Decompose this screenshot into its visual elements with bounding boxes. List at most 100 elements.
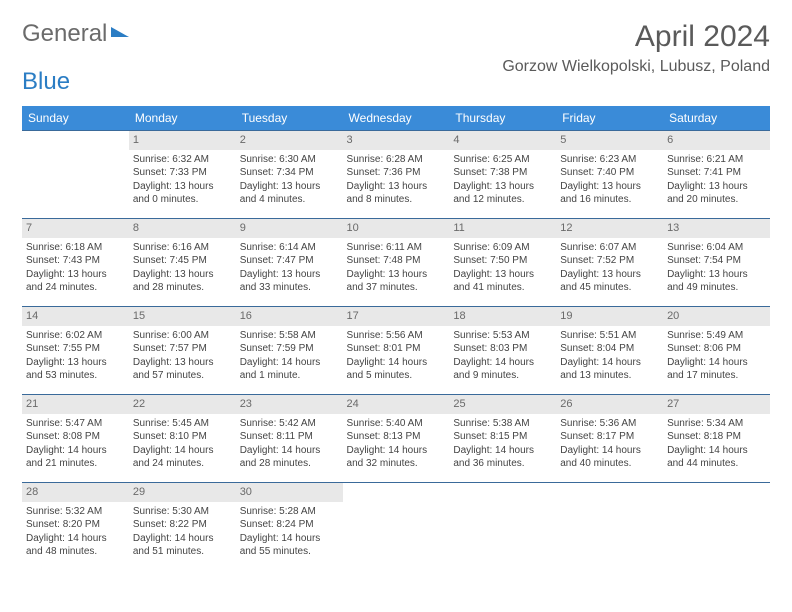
day-number: 20 [663, 307, 770, 326]
calendar-cell: 1Sunrise: 6:32 AMSunset: 7:33 PMDaylight… [129, 131, 236, 219]
calendar-cell: 4Sunrise: 6:25 AMSunset: 7:38 PMDaylight… [449, 131, 556, 219]
sunrise-text: Sunrise: 5:34 AM [667, 417, 766, 431]
sunset-text: Sunset: 7:59 PM [240, 342, 339, 356]
sunrise-text: Sunrise: 6:14 AM [240, 241, 339, 255]
daylight2-text: and 1 minute. [240, 369, 339, 383]
daylight2-text: and 32 minutes. [347, 457, 446, 471]
calendar-week-row: 28Sunrise: 5:32 AMSunset: 8:20 PMDayligh… [22, 483, 770, 571]
sunrise-text: Sunrise: 5:47 AM [26, 417, 125, 431]
sunrise-text: Sunrise: 6:00 AM [133, 329, 232, 343]
sunset-text: Sunset: 8:24 PM [240, 518, 339, 532]
calendar-cell: 3Sunrise: 6:28 AMSunset: 7:36 PMDaylight… [343, 131, 450, 219]
day-number: 28 [22, 483, 129, 502]
calendar-cell [556, 483, 663, 571]
daylight1-text: Daylight: 14 hours [667, 444, 766, 458]
sunset-text: Sunset: 8:01 PM [347, 342, 446, 356]
daylight2-text: and 48 minutes. [26, 545, 125, 559]
day-number: 16 [236, 307, 343, 326]
daylight1-text: Daylight: 13 hours [560, 180, 659, 194]
calendar-cell: 5 Sunrise: 6:23 AMSunset: 7:40 PMDaylight… [556, 131, 663, 219]
daylight2-text: and 24 minutes. [26, 281, 125, 295]
calendar-week-row: 21Sunrise: 5:47 AMSunset: 8:08 PMDayligh… [22, 395, 770, 483]
sunset-text: Sunset: 7:34 PM [240, 166, 339, 180]
daylight1-text: Daylight: 13 hours [133, 180, 232, 194]
location: Gorzow Wielkopolski, Lubusz, Poland [502, 58, 770, 76]
sunrise-text: Sunrise: 5:38 AM [453, 417, 552, 431]
sunrise-text: Sunrise: 5:42 AM [240, 417, 339, 431]
daylight2-text: and 40 minutes. [560, 457, 659, 471]
day-number: 13 [663, 219, 770, 238]
daylight1-text: Daylight: 14 hours [240, 532, 339, 546]
calendar-cell: 7Sunrise: 6:18 AMSunset: 7:43 PMDaylight… [22, 219, 129, 307]
sunset-text: Sunset: 7:57 PM [133, 342, 232, 356]
calendar-cell [22, 131, 129, 219]
weekday-header: Friday [556, 106, 663, 131]
daylight2-text: and 28 minutes. [240, 457, 339, 471]
daylight1-text: Daylight: 14 hours [240, 356, 339, 370]
calendar-cell: 23Sunrise: 5:42 AMSunset: 8:11 PMDayligh… [236, 395, 343, 483]
daylight1-text: Daylight: 14 hours [26, 444, 125, 458]
daylight2-text: and 4 minutes. [240, 193, 339, 207]
day-number: 14 [22, 307, 129, 326]
weekday-header: Saturday [663, 106, 770, 131]
sunrise-text: Sunrise: 6:25 AM [453, 153, 552, 167]
daylight2-text: and 49 minutes. [667, 281, 766, 295]
sunrise-text: Sunrise: 5:51 AM [560, 329, 659, 343]
daylight2-text: and 36 minutes. [453, 457, 552, 471]
sunrise-text: Sunrise: 6:28 AM [347, 153, 446, 167]
day-number: 24 [343, 395, 450, 414]
daylight1-text: Daylight: 14 hours [26, 532, 125, 546]
day-number: 17 [343, 307, 450, 326]
sunset-text: Sunset: 7:40 PM [560, 166, 659, 180]
daylight1-text: Daylight: 14 hours [133, 532, 232, 546]
calendar-cell: 29Sunrise: 5:30 AMSunset: 8:22 PMDayligh… [129, 483, 236, 571]
sunrise-text: Sunrise: 6:16 AM [133, 241, 232, 255]
daylight2-text: and 51 minutes. [133, 545, 232, 559]
sunset-text: Sunset: 7:48 PM [347, 254, 446, 268]
daylight1-text: Daylight: 14 hours [133, 444, 232, 458]
sunset-text: Sunset: 8:20 PM [26, 518, 125, 532]
calendar-cell: 19Sunrise: 5:51 AMSunset: 8:04 PMDayligh… [556, 307, 663, 395]
sunrise-text: Sunrise: 5:40 AM [347, 417, 446, 431]
sunset-text: Sunset: 8:17 PM [560, 430, 659, 444]
day-number: 30 [236, 483, 343, 502]
day-number: 11 [449, 219, 556, 238]
calendar-cell: 18Sunrise: 5:53 AMSunset: 8:03 PMDayligh… [449, 307, 556, 395]
weekday-header: Sunday [22, 106, 129, 131]
month-title: April 2024 [502, 20, 770, 54]
sunrise-text: Sunrise: 5:28 AM [240, 505, 339, 519]
daylight2-text: and 57 minutes. [133, 369, 232, 383]
daylight1-text: Daylight: 13 hours [347, 268, 446, 282]
daylight1-text: Daylight: 13 hours [133, 268, 232, 282]
calendar-cell [449, 483, 556, 571]
daylight1-text: Daylight: 13 hours [667, 180, 766, 194]
day-number: 12 [556, 219, 663, 238]
day-number: 8 [129, 219, 236, 238]
sunrise-text: Sunrise: 6:32 AM [133, 153, 232, 167]
daylight2-text: and 33 minutes. [240, 281, 339, 295]
calendar-cell: 10 Sunrise: 6:11 AMSunset: 7:48 PMDayligh… [343, 219, 450, 307]
sunrise-text: Sunrise: 5:56 AM [347, 329, 446, 343]
sunrise-text: Sunrise: 6:11 AM [347, 241, 446, 255]
day-number: 2 [236, 131, 343, 150]
calendar-cell: 24Sunrise: 5:40 AMSunset: 8:13 PMDayligh… [343, 395, 450, 483]
sunrise-text: Sunrise: 5:30 AM [133, 505, 232, 519]
daylight2-text: and 8 minutes. [347, 193, 446, 207]
sunset-text: Sunset: 8:11 PM [240, 430, 339, 444]
sunset-text: Sunset: 8:18 PM [667, 430, 766, 444]
sunset-text: Sunset: 7:50 PM [453, 254, 552, 268]
day-number: 18 [449, 307, 556, 326]
sunrise-text: Sunrise: 6:23 AM [560, 153, 659, 167]
daylight1-text: Daylight: 14 hours [667, 356, 766, 370]
day-number: 1 [129, 131, 236, 150]
sunset-text: Sunset: 8:04 PM [560, 342, 659, 356]
day-number: 26 [556, 395, 663, 414]
day-number: 10 [343, 219, 450, 238]
daylight2-text: and 17 minutes. [667, 369, 766, 383]
day-number: 5 [556, 131, 663, 150]
daylight1-text: Daylight: 13 hours [347, 180, 446, 194]
calendar-week-row: 7Sunrise: 6:18 AMSunset: 7:43 PMDaylight… [22, 219, 770, 307]
daylight1-text: Daylight: 13 hours [26, 356, 125, 370]
sunrise-text: Sunrise: 5:32 AM [26, 505, 125, 519]
sunrise-text: Sunrise: 5:58 AM [240, 329, 339, 343]
